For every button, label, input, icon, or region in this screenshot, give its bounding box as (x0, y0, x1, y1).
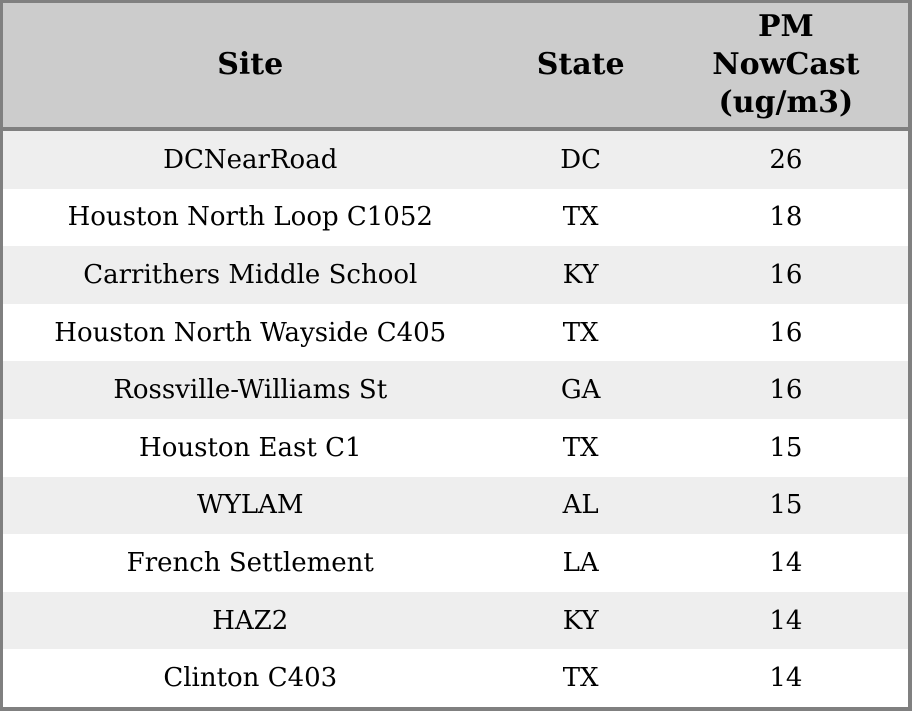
cell-state: TX (562, 202, 599, 233)
header-pm-nowcast: PM NowCast (ug/m3) (663, 1, 910, 131)
header-pm-nowcast-label: PM NowCast (ug/m3) (712, 8, 860, 121)
header-site-label: Site (217, 46, 284, 82)
table-row: HAZ2 KY 14 (1, 591, 910, 650)
cell-state: LA (562, 547, 599, 578)
cell-pm-nowcast: 18 (769, 202, 803, 233)
cell-state: TX (562, 432, 599, 463)
cell-site: WYLAM (196, 490, 304, 521)
table-row: Houston North Loop C1052 TX 18 (1, 188, 910, 247)
table-header: Site State PM NowCast (ug/m3) (1, 1, 910, 131)
cell-state: AL (562, 490, 599, 521)
cell-pm-nowcast: 14 (769, 547, 803, 578)
cell-site: Carrithers Middle School (83, 260, 418, 290)
table-body: DCNearRoad DC 26 Houston North Loop C1052 TX… (1, 129, 910, 709)
table-row: DCNearRoad DC 26 (1, 129, 910, 189)
cell-state: DC (560, 144, 602, 175)
table-row: Clinton C403 TX 14 (1, 649, 910, 709)
cell-site: French Settlement (126, 547, 374, 578)
cell-site: Houston North Loop C1052 (67, 202, 433, 233)
cell-pm-nowcast: 26 (769, 144, 803, 175)
cell-site: Houston North Wayside C405 (54, 317, 447, 348)
cell-pm-nowcast: 15 (769, 490, 803, 521)
cell-site: HAZ2 (212, 605, 289, 636)
header-site: Site (1, 1, 498, 131)
header-row: Site State PM NowCast (ug/m3) (1, 1, 910, 131)
table-row: French Settlement LA 14 (1, 534, 910, 592)
cell-site: DCNearRoad (163, 144, 338, 175)
cell-state: KY (562, 260, 599, 290)
table-row: Carrithers Middle School KY 16 (1, 246, 910, 304)
table-row: Rossville-Williams St GA 16 (1, 361, 910, 419)
table-row: Houston East C1 TX 15 (1, 418, 910, 477)
cell-pm-nowcast: 14 (769, 605, 803, 636)
cell-state: KY (562, 605, 599, 636)
header-state: State (497, 1, 664, 131)
cell-pm-nowcast: 16 (769, 260, 803, 290)
cell-pm-nowcast: 15 (769, 432, 803, 463)
cell-site: Houston East C1 (139, 432, 362, 463)
cell-state: GA (560, 375, 601, 406)
table-row: Houston North Wayside C405 TX 16 (1, 303, 910, 362)
cell-site: Clinton C403 (163, 663, 338, 694)
cell-pm-nowcast: 16 (769, 375, 803, 406)
cell-pm-nowcast: 14 (769, 663, 803, 694)
cell-site: Rossville-Williams St (113, 375, 388, 406)
cell-pm-nowcast: 16 (769, 317, 803, 348)
cell-state: TX (562, 663, 599, 694)
table-row: WYLAM AL 15 (1, 476, 910, 535)
header-state-label: State (536, 46, 625, 82)
cell-state: TX (562, 317, 599, 348)
